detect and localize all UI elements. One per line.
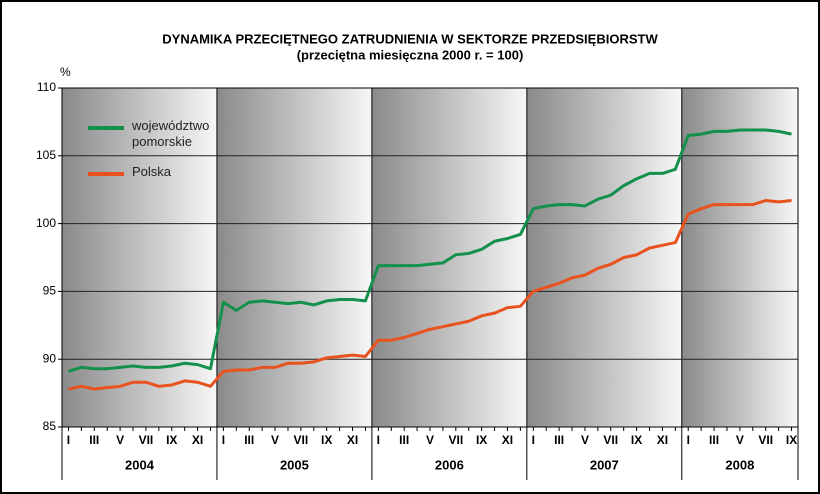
x-tick-label: XI xyxy=(347,433,358,447)
x-tick-label: V xyxy=(581,433,589,447)
x-tick-label: III xyxy=(554,433,564,447)
x-tick-label: VII xyxy=(139,433,154,447)
x-tick-label: IX xyxy=(631,433,642,447)
year-band xyxy=(62,88,217,427)
x-tick-label: XI xyxy=(502,433,513,447)
x-tick-label: IX xyxy=(786,433,797,447)
x-tick-label: VII xyxy=(758,433,773,447)
year-band xyxy=(526,88,682,427)
chart-title: DYNAMIKA PRZECIĘTNEGO ZATRUDNIENIA W SEK… xyxy=(162,31,658,46)
y-tick-label: 110 xyxy=(37,80,56,94)
series-line xyxy=(68,128,792,373)
year-label: 2008 xyxy=(725,457,754,472)
x-tick-label: I xyxy=(687,433,690,447)
x-tick-label: IX xyxy=(166,433,177,447)
x-tick-label: XI xyxy=(192,433,203,447)
year-label: 2006 xyxy=(435,457,464,472)
year-label: 2007 xyxy=(590,457,619,472)
x-tick-label: V xyxy=(736,433,744,447)
x-tick-label: III xyxy=(399,433,409,447)
year-label: 2004 xyxy=(125,457,155,472)
x-tick-label: V xyxy=(271,433,279,447)
x-tick-label: I xyxy=(67,433,70,447)
y-tick-label: 95 xyxy=(43,284,57,298)
x-tick-label: XI xyxy=(657,433,668,447)
y-axis-label: % xyxy=(60,65,71,79)
legend-label: województwo pomorskie xyxy=(132,118,210,149)
x-tick-label: V xyxy=(116,433,124,447)
x-tick-label: III xyxy=(709,433,719,447)
x-tick-label: V xyxy=(426,433,434,447)
year-band xyxy=(681,88,798,427)
x-tick-label: IX xyxy=(321,433,332,447)
x-tick-label: VII xyxy=(603,433,618,447)
x-tick-label: VII xyxy=(448,433,463,447)
y-tick-label: 85 xyxy=(43,419,57,433)
x-tick-label: IX xyxy=(476,433,487,447)
x-tick-label: I xyxy=(377,433,380,447)
year-label: 2005 xyxy=(280,457,309,472)
chart-subtitle: (przeciętna miesięczna 2000 r. = 100) xyxy=(297,47,524,62)
x-tick-label: VII xyxy=(294,433,309,447)
x-tick-label: III xyxy=(244,433,254,447)
y-tick-label: 90 xyxy=(43,351,57,365)
y-tick-label: 100 xyxy=(36,216,56,230)
x-tick-label: I xyxy=(532,433,535,447)
x-tick-label: III xyxy=(89,433,99,447)
x-tick-label: I xyxy=(222,433,225,447)
legend-label: Polska xyxy=(132,164,172,179)
y-tick-label: 105 xyxy=(36,148,56,162)
series-line xyxy=(68,199,792,391)
